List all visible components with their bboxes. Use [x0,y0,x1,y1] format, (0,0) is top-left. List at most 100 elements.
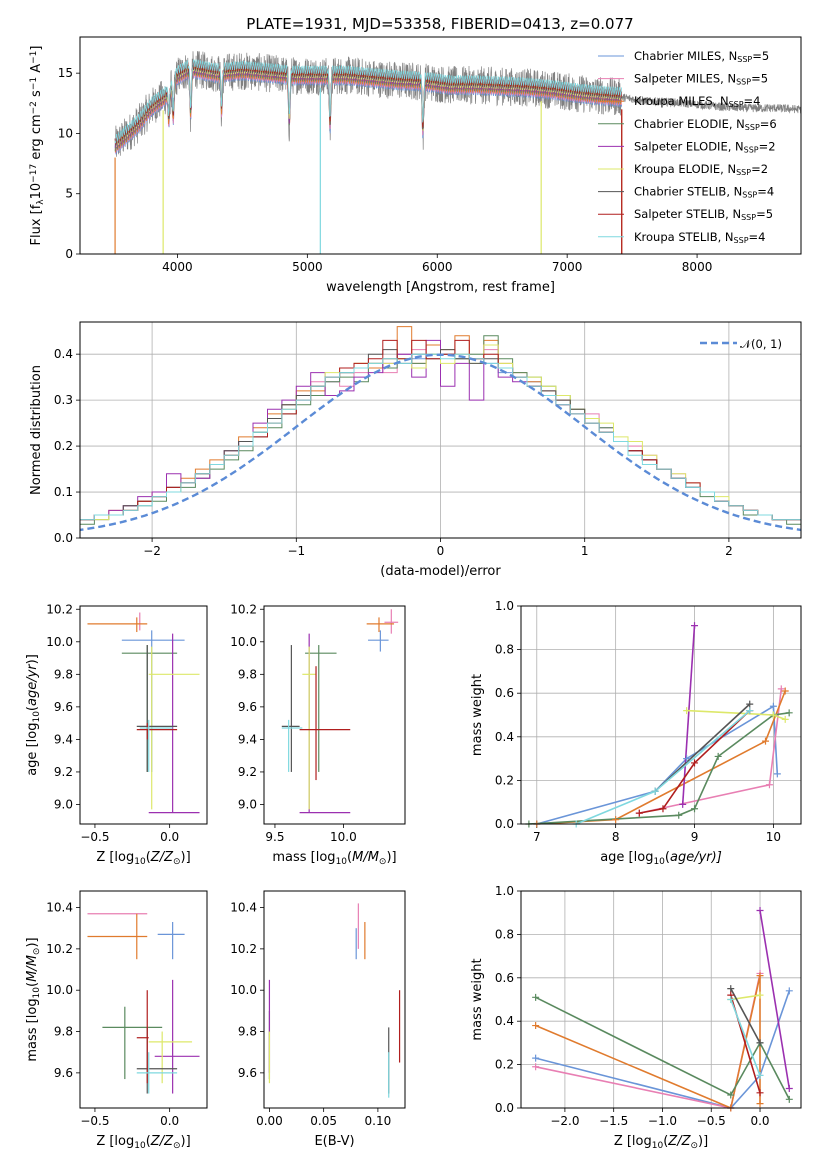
massweight-point-marker [683,707,691,715]
mass-vs-EBV-frame [263,890,406,1109]
massweight-point-marker [675,811,683,819]
age-vs-Z-ylabel-part: ( [25,706,40,711]
residuals-plot-area [80,326,801,532]
age-vs-Z-ylabel-part: 10 [32,711,42,723]
mass-vs-Z-ytick-label: 10.2 [46,942,73,956]
residuals-xtick-label: 2 [725,544,733,558]
mass-vs-Z-xtick-label: −0.5 [80,1114,109,1128]
age-vs-Z-xlabel-part: Z [150,850,161,865]
massweight-point-marker [691,622,699,630]
mass-vs-Z-ylabel-part: mass [log [25,998,40,1061]
legend-entry-part: Chabrier ELODIE, N [634,117,745,131]
massweight-point-marker [691,759,699,767]
legend-entry-part: =4 [749,230,766,244]
massweight-vs-Z-ytick-label: 1.0 [495,884,514,898]
residuals-xtick-label: 1 [581,544,589,558]
age-vs-Z-ylabel-part: )] [25,654,40,664]
mass-vs-Z-ytick-label: 9.8 [54,1025,73,1039]
massweight-point-marker [691,805,699,813]
mass-vs-Z-ylabel-part: M [25,955,40,966]
spectrum-ylabel-part: erg cm [29,114,44,163]
spectrum-ylabel-part: −1 [29,51,39,64]
massweight-vs-Z-xtick-label: −0.5 [697,1114,726,1128]
age-vs-mass-xlabel-part: ( [347,850,352,865]
mass-vs-Z-frame [79,890,208,1109]
age-vs-Z-panel: −0.5 0.0 9.0 9.2 9.4 9.6 9.8 10.0 10.2 [46,602,208,844]
age-vs-Z-xtick-label: 0.0 [160,830,179,844]
massweight-point-marker [635,809,643,817]
massweight-line [639,688,783,814]
mass-vs-Z-panel: −0.5 0.0 9.6 9.8 10.0 10.2 10.4 [46,890,208,1128]
age-vs-Z-xlabel-part: / [159,850,166,865]
age-vs-mass-ytick-label: 9.0 [238,797,257,811]
legend-entry-label: Kroupa ELODIE, NSSP=2 [634,162,768,177]
age-vs-mass-ytick-label: 10.0 [230,635,257,649]
massweight-point-marker [785,987,793,995]
mass-vs-Z-xlabel-part: ( [146,1134,151,1149]
age-vs-Z-ylabel: age [log10(age/yr)] [25,654,42,776]
age-vs-Z-xlabel-part: ( [146,850,151,865]
age-vs-Z-xlabel-part: Z [log [96,850,134,865]
massweight-point-marker [781,687,789,695]
massweight-line [535,975,761,1108]
massweight-vs-Z-xtick-label: −2.0 [550,1114,579,1128]
legend-entry-part: Salpeter MILES, N [634,72,736,86]
massweight-point-marker [659,805,667,813]
mass-vs-Z-ylabel-part: / [25,965,40,972]
massweight-vs-Z-ytick-label: 0.2 [495,1058,514,1072]
legend-entry-part: =4 [757,185,774,199]
massweight-vs-age-xtick-label: 10 [766,830,781,844]
residuals-panel: −2 −1 0 1 2 0.0 0.1 0.2 0.3 0.4 (data-model)/error… [29,321,802,579]
massweight-vs-Z-xlabel-part: ( [663,1134,668,1149]
massweight-vs-Z-xlabel-part: / [676,1134,683,1149]
age-vs-mass-xlabel-part: / [362,850,369,865]
massweight-line [730,988,761,1044]
massweight-line [535,990,791,1108]
spectrum-ytick-label: 5 [65,187,73,201]
spectrum-ylabel-part: 10 [29,183,44,200]
residuals-xtick-label: −1 [287,544,305,558]
legend-entry-label: Chabrier MILES, NSSP=5 [634,49,769,64]
spectrum-ylabel-part: s [29,90,44,101]
massweight-point-marker [612,816,620,824]
legend-entry-label: Kroupa MILES, NSSP=4 [634,94,760,109]
legend-entry-label: Chabrier STELIB, NSSP=4 [634,185,774,200]
age-vs-mass-xtick-label: 10.0 [330,830,357,844]
massweight-point-marker [756,1039,764,1047]
age-vs-mass-xlabel-part: ⊙ [379,857,387,867]
legend-entry-label: Chabrier ELODIE, NSSP=6 [634,117,777,132]
massweight-point-marker [769,702,777,710]
residual-histogram-step [80,353,801,525]
massweight-vs-Z-xtick-label: 0.0 [750,1114,769,1128]
spectrum-panel: 4000 5000 6000 7000 8000 0 5 10 15 wavelength [An… [58,36,802,295]
legend-entry-part: SSP [742,191,757,200]
age-vs-mass-panel: 9.5 10.0 9.0 9.2 9.4 9.6 9.8 10.0 10.2 [230,602,406,844]
massweight-point-marker [746,707,754,715]
legend-entry-part: SSP [734,236,749,245]
legend-entry-part: =5 [756,207,773,221]
massweight-point-marker [683,755,691,763]
massweight-line [536,704,779,824]
spectrum-model-line [114,59,623,144]
mass-vs-EBV-ytick-label: 10.4 [230,901,257,915]
massweight-vs-Z-ytick-label: 0.6 [495,971,514,985]
spectrum-xtick-label: 7000 [552,260,583,274]
massweight-vs-age-xlabel-part: age/yr [670,850,713,865]
mass-vs-Z-xtick-label: 0.0 [160,1114,179,1128]
age-vs-Z-xlabel-part: ⊙ [173,857,181,867]
spectrum-ylabel: Flux [fλ10−17 erg cm−2 s−1 A−1] [29,46,46,246]
residuals-ytick-label: 0.1 [54,485,73,499]
massweight-point-marker [727,985,735,993]
age-vs-Z-xlabel-part: )] [181,850,191,865]
massweight-point-marker [651,787,659,795]
massweight-vs-Z-xlabel-part: )] [698,1134,708,1149]
massweight-line [535,973,761,1108]
massweight-vs-Z-xlabel-part: Z [681,1134,692,1149]
residuals-ylabel: Normed distribution [29,365,44,495]
residuals-xtick-label: 0 [437,544,445,558]
spectrum-ylabel-part: −1 [29,77,39,90]
massweight-vs-age-ytick-label: 0.4 [495,730,514,744]
massweight-line [681,625,696,805]
